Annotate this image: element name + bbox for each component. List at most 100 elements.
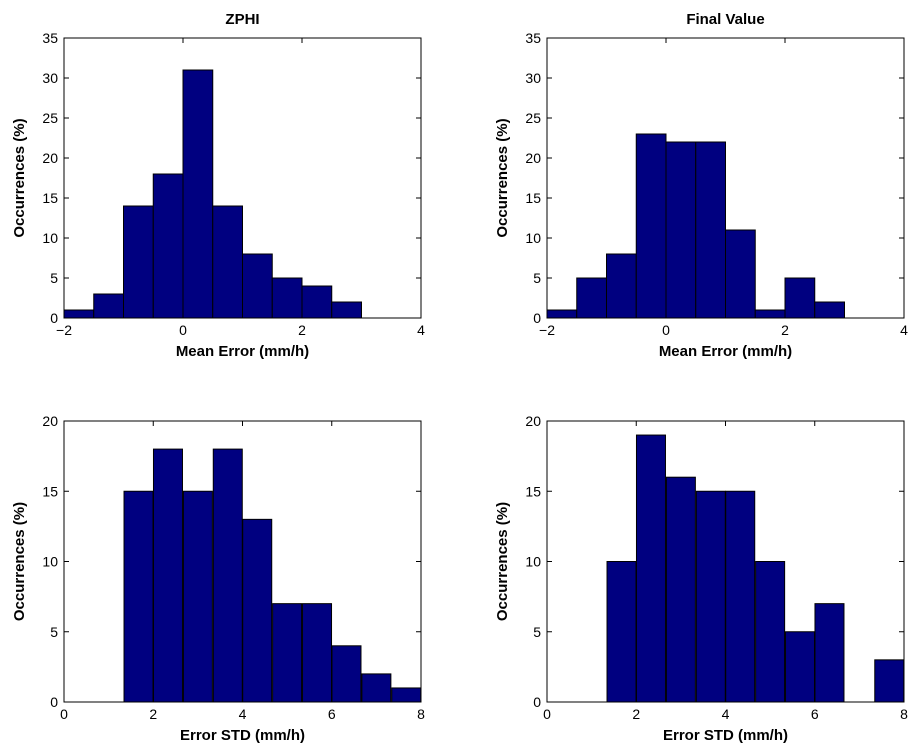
chart-title: Final Value — [686, 11, 764, 28]
bar — [242, 253, 273, 319]
bar — [814, 603, 845, 703]
y-tick-label: 0 — [533, 310, 541, 326]
x-tick-label: 6 — [328, 706, 336, 722]
x-tick-label: 4 — [417, 322, 425, 338]
x-axis-label: Error STD (mm/h) — [663, 727, 788, 744]
bar — [271, 277, 303, 319]
y-tick-label: 10 — [42, 230, 58, 246]
bar — [754, 309, 786, 319]
y-tick-label: 5 — [50, 270, 58, 286]
bar — [301, 285, 333, 319]
chart-title: ZPHI — [225, 11, 259, 28]
bar — [361, 673, 392, 703]
bar — [331, 645, 362, 703]
y-tick-label: 20 — [42, 150, 58, 166]
y-tick-label: 35 — [525, 30, 541, 46]
bar — [606, 253, 637, 319]
y-tick-label: 0 — [50, 310, 58, 326]
bar — [152, 448, 183, 703]
y-tick-label: 20 — [525, 150, 541, 166]
x-tick-label: 4 — [900, 322, 908, 338]
bar — [755, 561, 786, 703]
bar — [212, 448, 243, 703]
bar — [212, 205, 243, 319]
y-axis-label: Occurrences (%) — [494, 502, 511, 621]
bar — [874, 659, 905, 703]
bar — [606, 561, 637, 703]
y-tick-label: 10 — [525, 554, 541, 570]
y-tick-label: 35 — [42, 30, 58, 46]
bar — [242, 518, 273, 703]
y-axis-label: Occurrences (%) — [11, 118, 28, 237]
y-axis-label: Occurrences (%) — [11, 502, 28, 621]
bar — [302, 603, 333, 703]
x-tick-label: 2 — [632, 706, 640, 722]
y-tick-label: 20 — [42, 413, 58, 429]
bar — [784, 277, 816, 319]
x-axis-label: Error STD (mm/h) — [180, 727, 305, 744]
x-tick-label: 0 — [179, 322, 187, 338]
bar — [785, 631, 816, 703]
bar — [182, 69, 214, 319]
bar — [152, 173, 184, 319]
y-tick-label: 30 — [525, 70, 541, 86]
plot-frame — [63, 37, 422, 319]
x-tick-label: 2 — [149, 706, 157, 722]
y-tick-label: 5 — [533, 624, 541, 640]
bar — [123, 490, 154, 703]
bar — [635, 434, 666, 703]
bar — [123, 205, 154, 319]
x-tick-label: 2 — [298, 322, 306, 338]
x-tick-label: 8 — [900, 706, 908, 722]
x-tick-label: −2 — [539, 322, 555, 338]
x-tick-label: 4 — [722, 706, 730, 722]
bar — [63, 309, 95, 319]
x-tick-label: 0 — [543, 706, 551, 722]
bar — [665, 141, 697, 319]
x-tick-label: 6 — [811, 706, 819, 722]
bar — [93, 293, 124, 319]
y-tick-label: 20 — [525, 413, 541, 429]
x-axis-label: Mean Error (mm/h) — [176, 343, 309, 360]
bar — [546, 309, 578, 319]
chart-panel-4: 0 2 4 6 8 0 5 10 15 20 Error STD (mm/h) Occurrences… — [494, 413, 908, 744]
x-tick-label: 4 — [239, 706, 247, 722]
y-tick-label: 15 — [525, 483, 541, 499]
y-tick-label: 5 — [533, 270, 541, 286]
y-tick-label: 10 — [525, 230, 541, 246]
chart-panel-3: 0 2 4 6 8 0 5 10 15 20 Error STD (mm/h) Occurrences… — [11, 413, 425, 744]
x-tick-label: 2 — [781, 322, 789, 338]
bar — [695, 490, 726, 703]
y-tick-label: 15 — [42, 483, 58, 499]
x-tick-label: −2 — [56, 322, 72, 338]
bar — [272, 603, 303, 703]
x-tick-label: 8 — [417, 706, 425, 722]
y-tick-label: 25 — [525, 110, 541, 126]
bar — [695, 141, 726, 319]
y-tick-label: 30 — [42, 70, 58, 86]
x-tick-label: 0 — [60, 706, 68, 722]
y-tick-label: 15 — [42, 190, 58, 206]
bar — [391, 687, 422, 703]
y-tick-label: 15 — [525, 190, 541, 206]
bar — [576, 277, 607, 319]
x-axis-label: Mean Error (mm/h) — [659, 343, 792, 360]
bar — [725, 490, 756, 703]
y-tick-label: 5 — [50, 624, 58, 640]
y-tick-label: 0 — [533, 694, 541, 710]
y-tick-label: 0 — [50, 694, 58, 710]
bar — [331, 301, 362, 319]
x-tick-label: 0 — [662, 322, 670, 338]
y-tick-label: 10 — [42, 554, 58, 570]
bar — [665, 476, 696, 703]
bar — [725, 229, 756, 319]
bar — [814, 301, 845, 319]
plot-frame — [546, 37, 905, 319]
y-tick-label: 25 — [42, 110, 58, 126]
bar — [635, 133, 667, 319]
y-axis-label: Occurrences (%) — [494, 118, 511, 237]
bar — [182, 490, 213, 703]
